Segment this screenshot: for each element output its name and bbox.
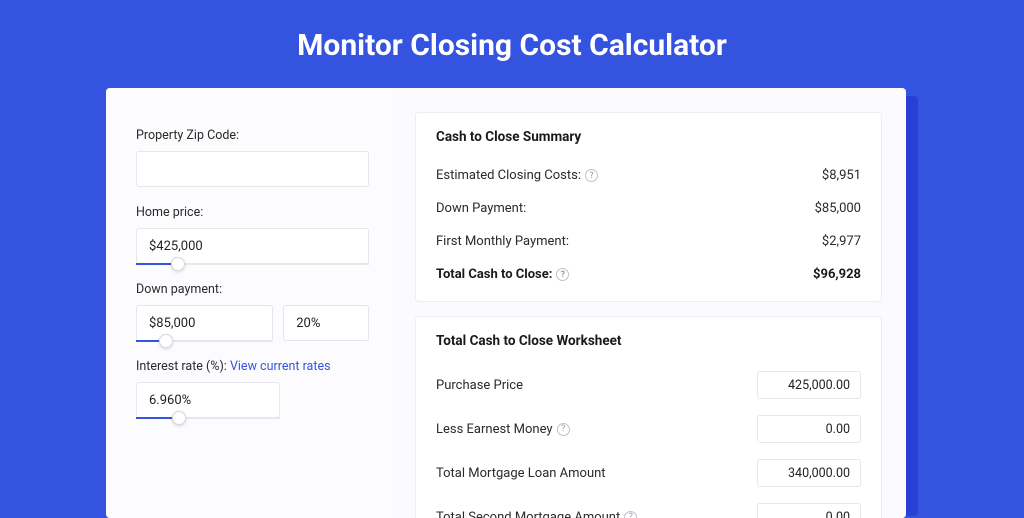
summary-row-value: $2,977 (822, 234, 861, 249)
help-icon[interactable]: ? (557, 423, 570, 436)
help-icon[interactable]: ? (556, 268, 569, 281)
worksheet-row-label: Less Earnest Money? (436, 422, 570, 437)
worksheet-label-text: Less Earnest Money (436, 422, 553, 437)
worksheet-row: Less Earnest Money? 0.00 (436, 407, 861, 451)
inputs-panel: Property Zip Code: Home price: $425,000 … (106, 88, 391, 518)
home-price-label: Home price: (136, 205, 369, 220)
worksheet-row: Total Second Mortgage Amount? 0.00 (436, 495, 861, 518)
field-zip: Property Zip Code: (136, 128, 369, 187)
worksheet-label-text: Total Mortgage Loan Amount (436, 466, 606, 481)
home-price-input[interactable]: $425,000 (136, 228, 369, 264)
worksheet-value-input[interactable]: 0.00 (757, 503, 861, 518)
zip-label: Property Zip Code: (136, 128, 369, 143)
worksheet-row-label: Total Second Mortgage Amount? (436, 510, 637, 518)
worksheet-row: Total Mortgage Loan Amount 340,000.00 (436, 451, 861, 495)
down-payment-amount-input[interactable]: $85,000 (136, 305, 273, 341)
summary-row: Total Cash to Close:? $96,928 (436, 258, 861, 291)
summary-label-text: Estimated Closing Costs: (436, 168, 581, 183)
summary-row: Down Payment: $85,000 (436, 192, 861, 225)
summary-row: Estimated Closing Costs:? $8,951 (436, 159, 861, 192)
summary-row: First Monthly Payment: $2,977 (436, 225, 861, 258)
summary-row-value: $8,951 (822, 168, 861, 183)
down-payment-pct-wrap: 20% (283, 305, 369, 341)
results-panel: Cash to Close Summary Estimated Closing … (391, 88, 906, 518)
interest-rate-label: Interest rate (%): View current rates (136, 359, 369, 374)
summary-row-label: Estimated Closing Costs:? (436, 168, 598, 183)
worksheet-row-label: Purchase Price (436, 378, 523, 393)
summary-row-label: First Monthly Payment: (436, 234, 569, 249)
field-home-price: Home price: $425,000 (136, 205, 369, 264)
down-payment-amount-wrap: $85,000 (136, 305, 273, 341)
summary-label-text: Down Payment: (436, 201, 526, 216)
worksheet-label-text: Total Second Mortgage Amount (436, 510, 620, 518)
help-icon[interactable]: ? (585, 169, 598, 182)
view-rates-link[interactable]: View current rates (230, 359, 331, 374)
home-price-slider-thumb[interactable] (171, 257, 185, 271)
field-interest-rate: Interest rate (%): View current rates 6.… (136, 359, 369, 418)
interest-rate-label-text: Interest rate (%): (136, 359, 230, 374)
down-payment-pct-input[interactable]: 20% (283, 305, 369, 341)
zip-input[interactable] (136, 151, 369, 187)
summary-row-label: Down Payment: (436, 201, 526, 216)
summary-row-value: $96,928 (813, 267, 861, 282)
down-payment-label: Down payment: (136, 282, 369, 297)
summary-label-text: First Monthly Payment: (436, 234, 569, 249)
worksheet-label-text: Purchase Price (436, 378, 523, 393)
summary-heading: Cash to Close Summary (436, 129, 861, 145)
down-payment-slider-thumb[interactable] (159, 334, 173, 348)
summary-box: Cash to Close Summary Estimated Closing … (415, 112, 882, 302)
worksheet-box: Total Cash to Close Worksheet Purchase P… (415, 316, 882, 518)
worksheet-value-input[interactable]: 0.00 (757, 415, 861, 443)
summary-row-label: Total Cash to Close:? (436, 267, 569, 282)
home-price-input-wrap: $425,000 (136, 228, 369, 264)
summary-row-value: $85,000 (815, 201, 861, 216)
field-down-payment: Down payment: $85,000 20% (136, 282, 369, 341)
worksheet-heading: Total Cash to Close Worksheet (436, 333, 861, 349)
worksheet-row-label: Total Mortgage Loan Amount (436, 466, 606, 481)
worksheet-value-input[interactable]: 425,000.00 (757, 371, 861, 399)
worksheet-value-input[interactable]: 340,000.00 (757, 459, 861, 487)
calculator-card: Property Zip Code: Home price: $425,000 … (106, 88, 906, 518)
interest-rate-input-wrap: 6.960% (136, 382, 280, 418)
interest-slider-thumb[interactable] (172, 411, 186, 425)
worksheet-row: Purchase Price 425,000.00 (436, 363, 861, 407)
interest-rate-input[interactable]: 6.960% (136, 382, 280, 418)
summary-label-text: Total Cash to Close: (436, 267, 552, 282)
page-title: Monitor Closing Cost Calculator (0, 0, 1024, 87)
